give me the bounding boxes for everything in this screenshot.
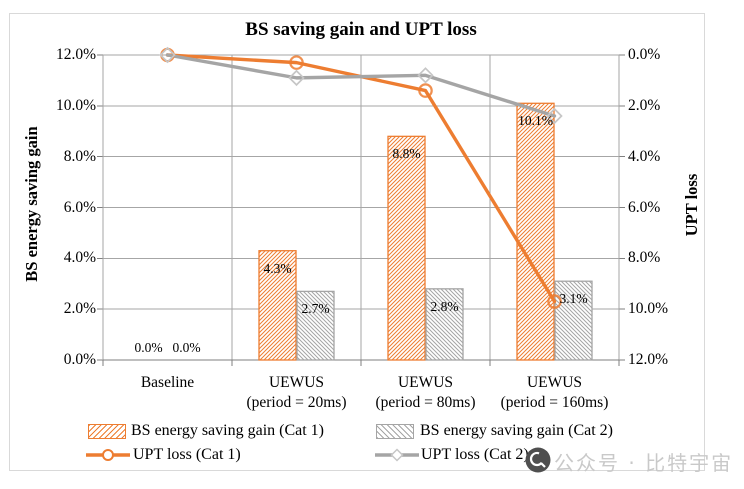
bar-cat1-1 (258, 250, 297, 361)
watermark-text: 公众号 · 比特宇宙 (554, 451, 734, 475)
line-cat2 (165, 53, 557, 118)
category-label: UEWUS (period = 160ms) (490, 373, 619, 413)
legend-label-bar-cat2: BS energy saving gain (Cat 2) (420, 422, 614, 439)
marker-diamond (288, 69, 305, 87)
left-axis-tick-label: 6.0% (63, 198, 96, 216)
chart-frame (9, 13, 705, 471)
legend-swatch-line-cat2-icon (375, 448, 419, 462)
bar-value-label: 2.8% (430, 298, 459, 314)
bar-value-label: 0.0% (172, 340, 201, 355)
bar-value-label: 2.7% (301, 301, 330, 317)
left-axis-tick-label: 8.0% (63, 147, 96, 165)
right-axis-tick-label: 6.0% (628, 198, 661, 216)
category-label: Baseline (103, 373, 232, 393)
right-axis-tick-label: 2.0% (628, 96, 661, 114)
bar-value-label: 4.3% (263, 260, 292, 276)
legend-swatch-bar-cat1-icon (88, 424, 126, 439)
marker-circle (547, 294, 562, 309)
bar-cat2-3 (554, 280, 593, 361)
bar-cat1-3 (516, 102, 555, 361)
legend-label-bar-cat1: BS energy saving gain (Cat 1) (131, 422, 325, 439)
right-axis-tick-label: 4.0% (628, 147, 661, 165)
marker-diamond (546, 107, 563, 125)
left-axis-tick-label: 2.0% (63, 300, 96, 318)
legend-swatch-line-cat1-icon (86, 449, 130, 461)
left-axis-tick-label: 4.0% (63, 249, 96, 267)
marker-circle (289, 55, 304, 70)
right-axis-tick-label: 10.0% (628, 300, 669, 318)
left-axis-tick-label: 12.0% (55, 46, 96, 63)
category-label-line: UEWUS (526, 374, 583, 391)
marker-diamond (159, 46, 176, 64)
left-axis-tick-label: 0.0% (63, 351, 96, 368)
bar-value-label: 3.1% (559, 291, 588, 307)
category-label-line: (period = 160ms) (500, 394, 609, 411)
category-label-line: UEWUS (397, 374, 454, 391)
watermark-logo-icon (525, 447, 551, 473)
bar-value-label: 10.1% (518, 113, 553, 129)
bar-cat2-2 (425, 288, 464, 361)
category-label-line: (period = 20ms) (246, 394, 347, 411)
category-label-line: Baseline (140, 374, 195, 391)
right-axis-tick-label: 8.0% (628, 249, 661, 267)
legend-label-line-cat1: UPT loss (Cat 1) (133, 446, 241, 463)
right-axis-tick-label: 0.0% (628, 46, 661, 63)
bar-value-label: 0.0% (134, 340, 163, 355)
category-label: UEWUS (period = 20ms) (232, 373, 361, 413)
bar-value-label: 8.8% (392, 146, 421, 162)
marker-diamond (417, 67, 434, 84)
chart-title: BS saving gain and UPT loss (245, 19, 477, 40)
left-axis-tick-label: 10.0% (55, 96, 96, 114)
right-axis-tick-label: 12.0% (628, 351, 669, 368)
category-label-line: (period = 80ms) (375, 394, 476, 411)
bar-cat1-2 (387, 135, 426, 361)
legend-swatch-bar-cat2-icon (376, 424, 414, 439)
category-label: UEWUS (period = 80ms) (361, 373, 490, 413)
category-label-line: UEWUS (268, 374, 325, 391)
bar-cat2-1 (296, 290, 335, 361)
legend-label-line-cat2: UPT loss (Cat 2) (421, 446, 529, 463)
marker-circle (418, 83, 433, 98)
